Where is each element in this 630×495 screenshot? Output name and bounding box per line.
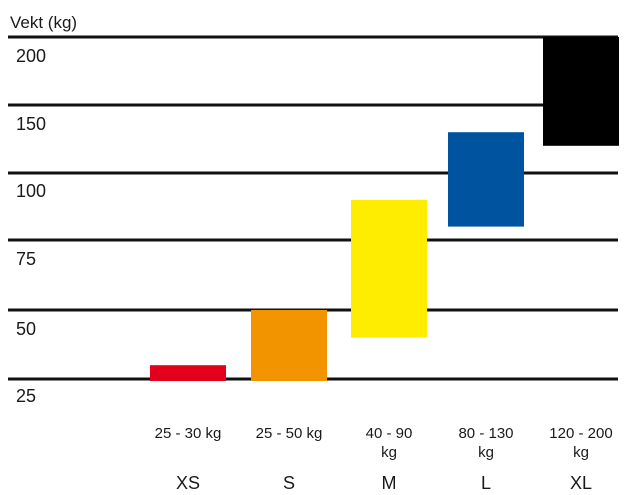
range-label-xl-line2: kg bbox=[573, 444, 589, 461]
y-tick-label-100: 100 bbox=[16, 181, 46, 201]
range-bar-m bbox=[351, 199, 427, 338]
gridlines bbox=[8, 35, 618, 381]
size-label-xs: XS bbox=[176, 473, 200, 493]
size-label-xl: XL bbox=[570, 473, 592, 493]
range-bar-s bbox=[251, 310, 327, 381]
y-tick-label-25: 25 bbox=[16, 386, 36, 406]
range-label-xl-line1: 120 - 200 bbox=[549, 425, 612, 442]
size-label-s: S bbox=[283, 473, 295, 493]
range-label-m-line2: kg bbox=[381, 444, 397, 461]
range-label-l-line1: 80 - 130 bbox=[458, 425, 513, 442]
size-label-m: M bbox=[382, 473, 397, 493]
range-bar-xs bbox=[150, 365, 226, 381]
y-tick-label-75: 75 bbox=[16, 249, 36, 269]
y-tick-label-50: 50 bbox=[16, 319, 36, 339]
y-tick-label-150: 150 bbox=[16, 114, 46, 134]
category-labels: 25 - 30 kg XS 25 - 50 kg S 40 - 90 kg M 80 - 13… bbox=[155, 425, 613, 493]
range-bar-l bbox=[448, 132, 524, 227]
range-label-m-line1: 40 - 90 bbox=[366, 425, 413, 442]
y-tick-labels: 200 150 100 75 50 25 bbox=[16, 46, 46, 406]
size-label-l: L bbox=[481, 473, 491, 493]
range-label-xs-line1: 25 - 30 kg bbox=[155, 425, 222, 442]
y-tick-label-200: 200 bbox=[16, 46, 46, 66]
range-label-l-line2: kg bbox=[478, 444, 494, 461]
range-bar-xl bbox=[543, 37, 619, 146]
range-label-s-line1: 25 - 50 kg bbox=[256, 425, 323, 442]
range-bars bbox=[150, 37, 619, 381]
y-axis-title: Vekt (kg) bbox=[10, 13, 77, 32]
